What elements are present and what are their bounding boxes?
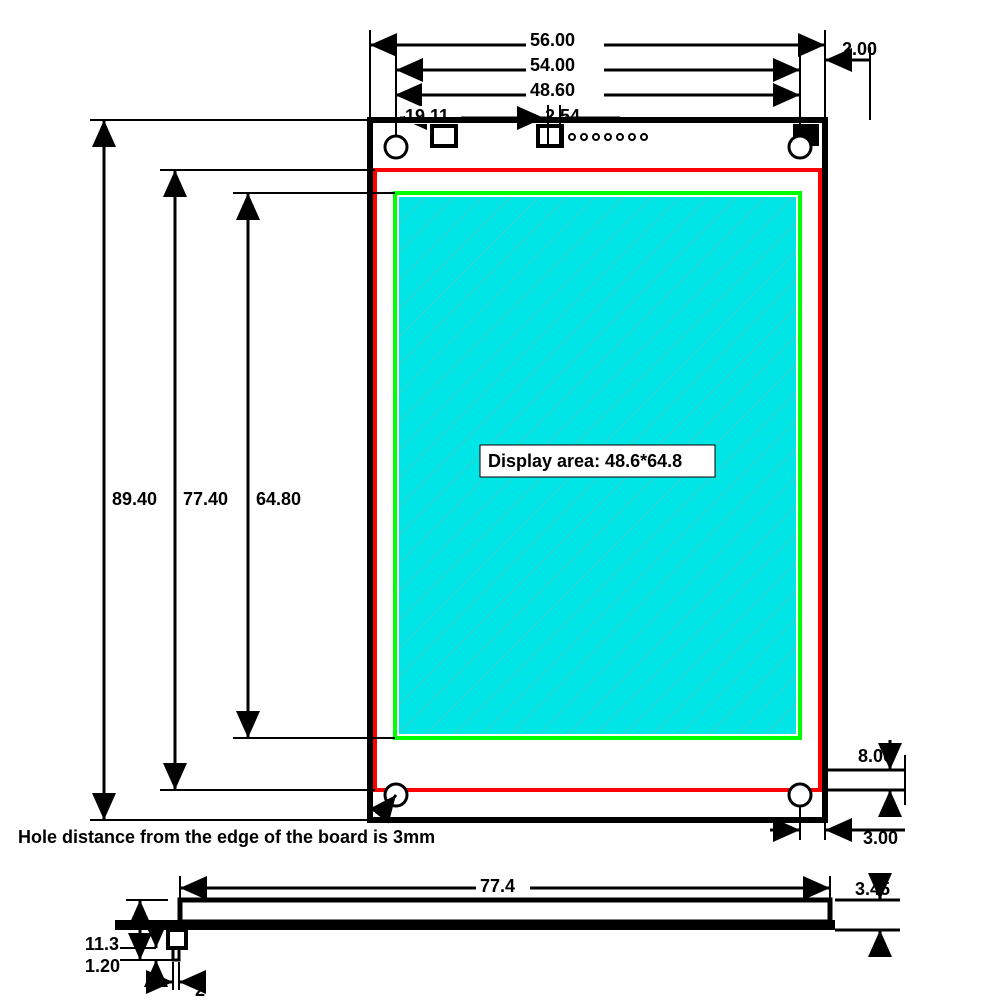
- dim-side-right-345: 3.45: [835, 875, 900, 955]
- dim-value: 89.40: [112, 489, 157, 509]
- svg-text:Display area: 48.6*64.8: Display area: 48.6*64.8: [488, 451, 682, 471]
- dim-value: 77.40: [183, 489, 228, 509]
- pin-block-mid: [538, 126, 562, 146]
- dim-value: 3.00: [863, 828, 898, 848]
- mounting-hole: [789, 784, 811, 806]
- dim-value: 64.80: [256, 489, 301, 509]
- side-view: [115, 900, 835, 960]
- dim-value: 3.45: [855, 879, 890, 899]
- dim-side-bottom-2: 2: [150, 962, 205, 1000]
- dim-value: 1.20: [85, 956, 120, 976]
- dim-value: 77.4: [480, 876, 515, 896]
- pin-row: [569, 134, 647, 140]
- dim-value: 8.00: [858, 746, 893, 766]
- dim-top-right-2: 2.00: [825, 39, 877, 120]
- dim-right-3: 3.00: [770, 807, 905, 848]
- pin-block-left: [432, 126, 456, 146]
- dim-value: 48.60: [530, 80, 575, 100]
- mounting-hole: [789, 136, 811, 158]
- mounting-hole: [385, 136, 407, 158]
- dim-left-89: 89.40: [90, 120, 370, 820]
- dim-value: 2: [195, 980, 205, 1000]
- display-area-label: Display area: 48.6*64.8: [480, 445, 715, 477]
- svg-text:Hole distance from the edge of: Hole distance from the edge of the board…: [18, 827, 435, 847]
- dim-left-77: 77.40: [160, 170, 375, 790]
- dim-top-48: 48.60: [395, 80, 800, 100]
- dim-value: 2.00: [842, 39, 877, 59]
- dim-right-8: 8.00: [825, 740, 905, 805]
- dim-value: 56.00: [530, 30, 575, 50]
- dim-value: 54.00: [530, 55, 575, 75]
- dim-value: 11.3: [85, 934, 119, 954]
